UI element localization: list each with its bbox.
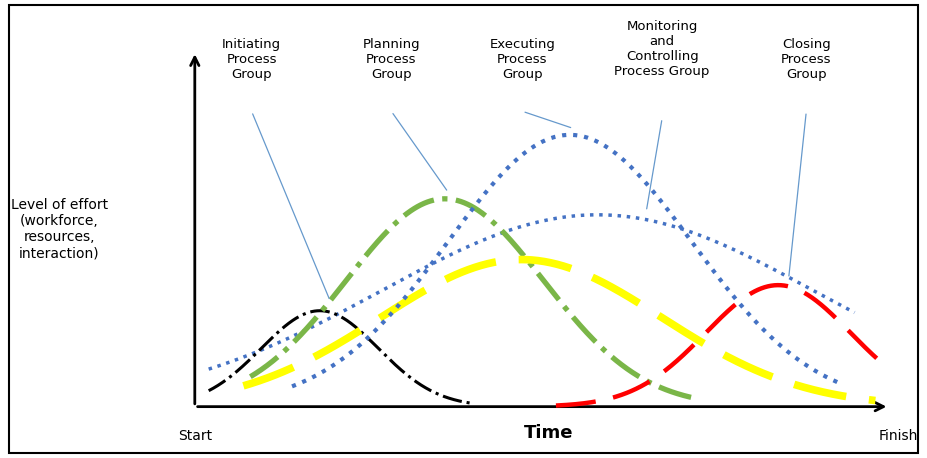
- Text: Executing
Process
Group: Executing Process Group: [489, 38, 555, 81]
- Text: Level of effort
(workforce,
resources,
interaction): Level of effort (workforce, resources, i…: [11, 198, 108, 260]
- Text: Closing
Process
Group: Closing Process Group: [781, 38, 832, 81]
- Text: Time: Time: [524, 424, 574, 442]
- Text: Start: Start: [178, 429, 212, 443]
- Text: Initiating
Process
Group: Initiating Process Group: [222, 38, 281, 81]
- Text: Monitoring
and
Controlling
Process Group: Monitoring and Controlling Process Group: [615, 20, 710, 78]
- Text: Planning
Process
Group: Planning Process Group: [362, 38, 420, 81]
- Text: Finish: Finish: [879, 429, 918, 443]
